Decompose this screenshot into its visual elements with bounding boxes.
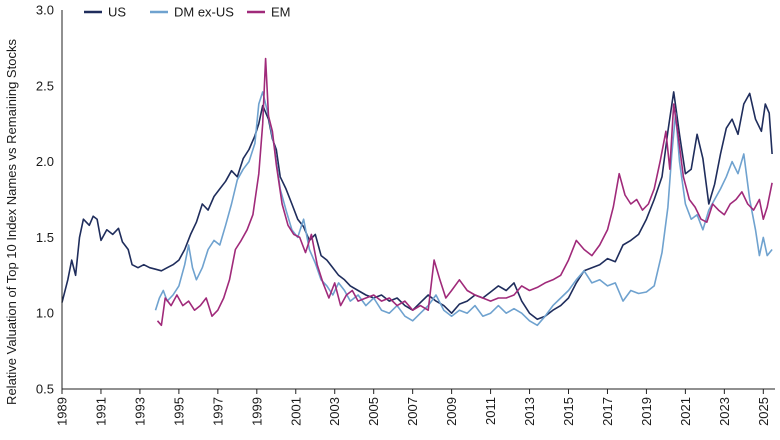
y-axis-title: Relative Valuation of Top 10 Index Names…: [4, 39, 19, 405]
x-tick-label: 2001: [288, 397, 303, 426]
legend-label-dm-ex-us: DM ex-US: [174, 5, 234, 20]
x-tick-label: 2025: [756, 397, 771, 426]
y-tick-label: 0.5: [36, 382, 54, 397]
x-tick-label: 1997: [210, 397, 225, 426]
x-tick-label: 2019: [639, 397, 654, 426]
x-tick-label: 2017: [600, 397, 615, 426]
y-tick-label: 3.0: [36, 3, 54, 18]
x-tick-label: 2021: [678, 397, 693, 426]
x-tick-label: 2011: [483, 397, 498, 425]
x-tick-label: 2009: [444, 397, 459, 426]
x-tick-label: 1993: [132, 397, 147, 426]
x-tick-label: 2023: [717, 397, 732, 426]
series-line-em: [156, 57, 773, 327]
x-tick-label: 1989: [55, 397, 70, 426]
series-line-dm-ex-us: [154, 91, 773, 327]
series-line-us: [61, 91, 773, 321]
y-tick-label: 2.0: [36, 154, 54, 169]
legend-label-us: US: [108, 5, 126, 20]
legend: US DM ex-US EM: [84, 5, 291, 20]
x-tick-label: 2007: [405, 397, 420, 426]
y-tick-label: 1.0: [36, 306, 54, 321]
x-tick-label: 2005: [366, 397, 381, 426]
x-tick-label: 1991: [93, 397, 108, 426]
y-tick-label: 2.5: [36, 78, 54, 93]
x-tick-label: 1995: [171, 397, 186, 426]
x-tick-label: 2003: [327, 397, 342, 426]
legend-label-em: EM: [271, 5, 291, 20]
y-tick-label: 1.5: [36, 230, 54, 245]
x-tick-label: 1999: [249, 397, 264, 426]
x-tick-label: 2015: [561, 397, 576, 426]
x-tick-label: 2013: [522, 397, 537, 426]
